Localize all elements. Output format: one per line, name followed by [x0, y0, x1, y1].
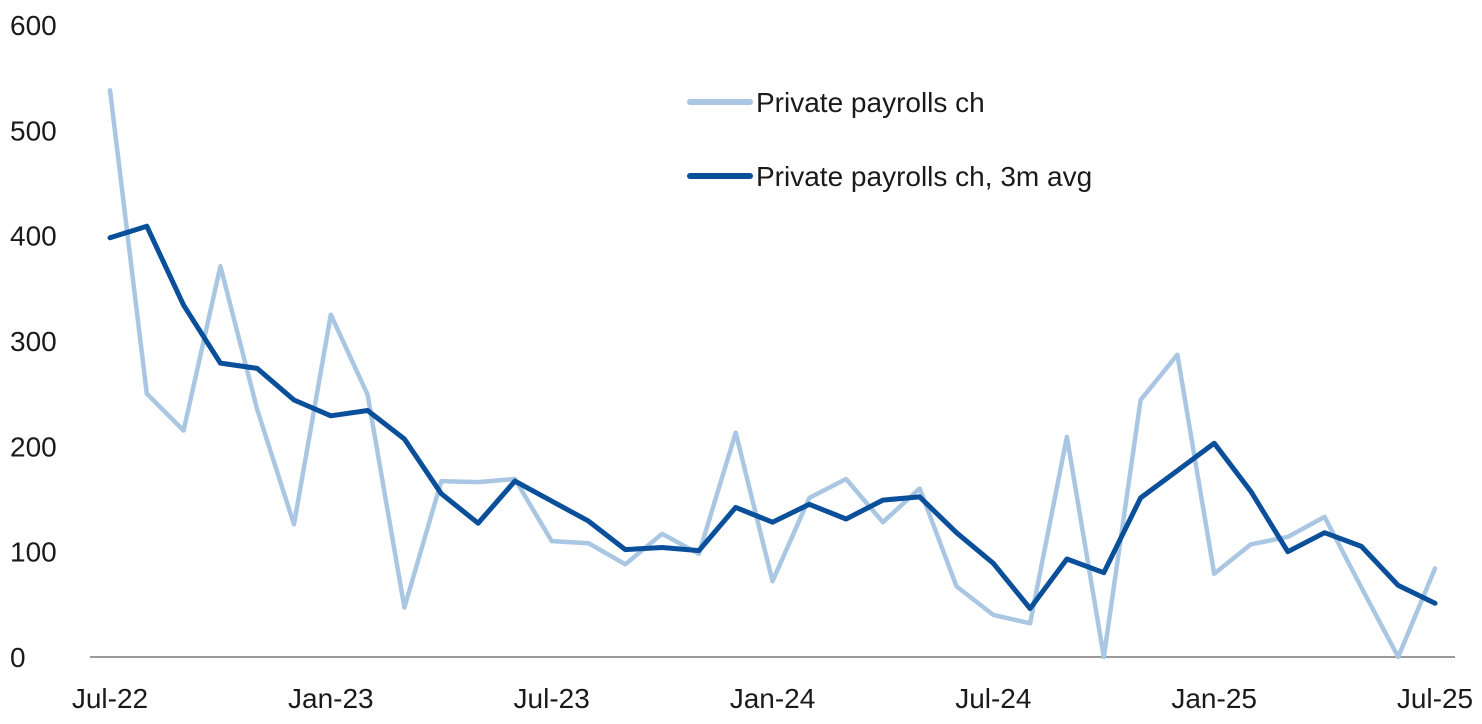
series-private-payrolls — [107, 88, 1438, 660]
series-line-1 — [107, 223, 1438, 611]
x-tick-label-jan-24: Jan-24 — [730, 683, 816, 714]
y-tick-label-600: 600 — [10, 10, 57, 41]
x-tick-label-jan-25: Jan-25 — [1171, 683, 1257, 714]
series-private-payrolls-3m-avg — [107, 223, 1438, 611]
x-tick-label-jul-22: Jul-22 — [72, 683, 148, 714]
x-tick-label-jul-25: Jul-25 — [1397, 683, 1473, 714]
x-tick-label-jul-23: Jul-23 — [514, 683, 590, 714]
y-axis-ticks: 0 100 200 300 400 500 600 — [10, 10, 57, 673]
y-tick-label-300: 300 — [10, 326, 57, 357]
y-tick-label-200: 200 — [10, 431, 57, 462]
legend: Private payrolls ch Private payrolls ch,… — [687, 87, 1092, 192]
y-tick-label-500: 500 — [10, 115, 57, 146]
legend-label-private-payrolls: Private payrolls ch — [756, 87, 985, 118]
x-tick-label-jul-24: Jul-24 — [955, 683, 1031, 714]
legend-label-private-payrolls-3m-avg: Private payrolls ch, 3m avg — [756, 161, 1092, 192]
series-layer — [107, 88, 1438, 660]
x-axis-ticks: Jul-22 Jan-23 Jul-23 Jan-24 Jul-24 Jan-25 Jul-… — [72, 683, 1473, 714]
x-tick-label-jan-23: Jan-23 — [288, 683, 374, 714]
y-tick-label-400: 400 — [10, 221, 57, 252]
y-tick-label-0: 0 — [10, 642, 26, 673]
y-tick-label-100: 100 — [10, 537, 57, 568]
